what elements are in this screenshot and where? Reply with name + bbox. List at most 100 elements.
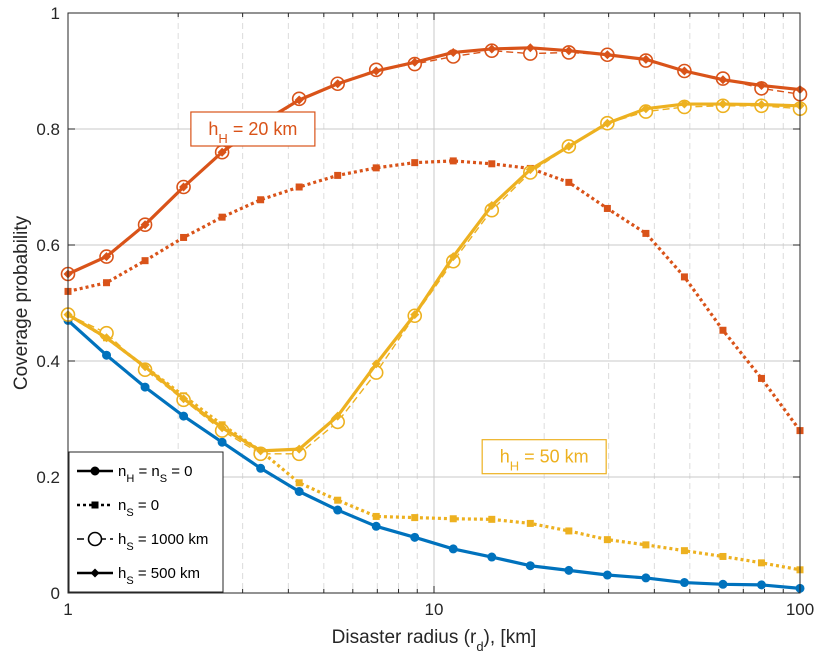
y-tick-label: 1 [51,4,60,23]
data-point [525,43,535,53]
data-point [217,423,227,433]
data-point [564,141,574,151]
data-point [257,196,265,204]
data-point [641,104,651,114]
legend-label: nS = 0 [118,497,159,519]
data-point [140,382,150,392]
y-tick-label: 0.4 [36,352,60,371]
ticks-layer: 1 10 100 0 0.2 0.4 0.6 0.8 1 [36,4,814,619]
data-point [179,411,189,421]
annotation-layer: hH = 20 km hH = 50 km [190,111,607,475]
data-point [641,54,651,64]
data-point [294,95,304,105]
data-point [371,521,381,531]
data-point [102,333,112,343]
data-point [642,541,650,549]
data-point [602,50,612,60]
data-point [526,519,534,527]
data-point [565,178,573,186]
legend-label: hS = 500 km [118,565,200,587]
data-point [680,547,688,555]
legend-label: hS = 1000 km [118,531,208,553]
legend-marker [90,568,100,578]
legend-entry-solid-dot: nH = nS = 0 [77,463,193,485]
legend: nH = nS = 0 nS = 0 hS = 1000 km hS = 500 km [68,451,224,593]
data-point [488,515,496,523]
data-point [718,579,728,589]
data-point [525,165,535,175]
data-point [102,252,112,262]
data-point [256,463,266,473]
data-point [487,201,497,211]
data-point [295,479,303,487]
data-point [410,57,420,67]
data-point [334,496,342,504]
data-point [140,362,150,372]
data-point [679,99,689,109]
x-axis-label-sub: d [476,639,483,654]
data-point [487,44,497,54]
data-point [140,220,150,230]
data-point [217,147,227,157]
data-point [488,160,496,168]
data-point [602,570,612,580]
data-point [141,257,149,265]
data-point [565,527,573,535]
data-point [642,229,650,237]
x-axis-label-tail: ), [km] [484,627,537,648]
data-point [602,118,612,128]
data-point [180,233,188,241]
data-point [179,182,189,192]
data-point [333,505,343,515]
y-tick-label: 0.8 [36,120,60,139]
data-point [603,536,611,544]
data-point [449,515,457,523]
legend-marker [91,501,99,509]
legend-entry-dotted-square: nS = 0 [77,497,159,519]
data-point [411,514,419,522]
data-point [294,487,304,496]
data-point [641,573,651,583]
legend-marker [90,466,100,476]
data-point [218,213,226,221]
annotation-label: hH = 20 km [208,119,297,146]
data-point [372,512,380,520]
data-point [603,204,611,212]
data-point [333,411,343,421]
data-point [333,79,343,89]
y-axis-label: Coverage probability [11,215,32,390]
data-point [410,310,420,320]
minor-grid [177,13,784,593]
series-line [67,313,801,572]
data-point [411,159,419,167]
data-point [718,99,728,109]
data-point [756,81,766,90]
data-point [410,532,420,542]
y-tick-label: 0.2 [36,468,60,487]
data-point [103,279,111,287]
series-line [67,159,802,432]
data-point [448,252,458,262]
data-point [757,374,765,382]
annotation-box [481,439,607,475]
legend-entry-dashed-circle: hS = 1000 km [77,531,208,553]
data-point [371,359,381,369]
data-point [217,437,227,447]
annotation-orange: hH = 20 km [190,111,316,147]
data-point [679,578,689,588]
data-point [371,66,381,76]
x-tick-label: 10 [425,600,444,619]
y-tick-label: 0.6 [36,236,60,255]
x-axis-label-main: Disaster radius (r [332,627,477,648]
data-point [102,350,112,360]
series-line [66,319,801,590]
x-tick-label: 1 [63,600,72,619]
data-point [448,544,458,554]
data-point [449,157,457,165]
data-point [757,559,765,567]
data-point [525,561,535,571]
data-point [487,552,497,562]
data-point [564,46,574,56]
data-point [719,326,727,334]
